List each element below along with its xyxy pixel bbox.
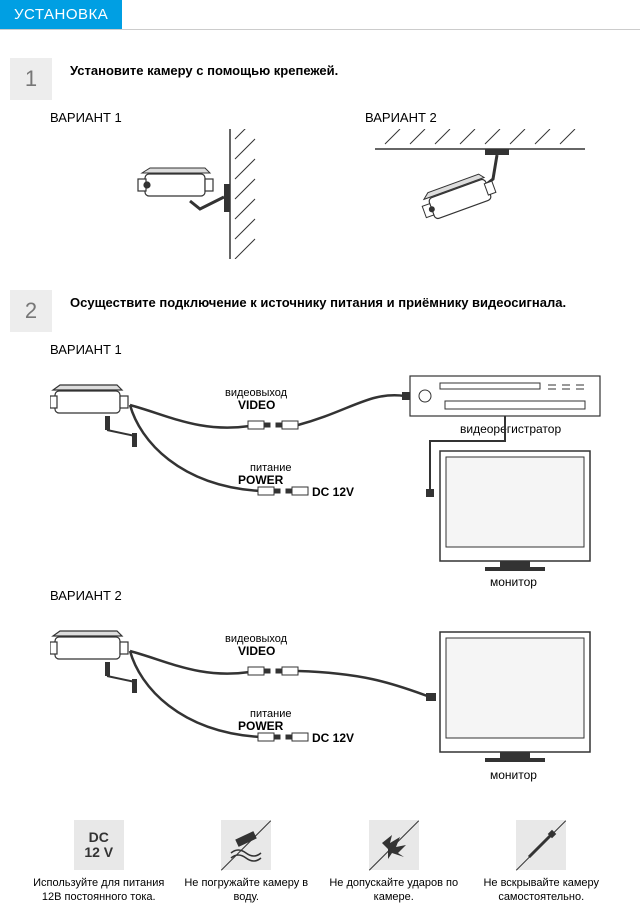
variant-1-wall: ВАРИАНТ 1 — [50, 110, 325, 262]
warning-2-text: Не погружайте камеру в воду. — [178, 876, 316, 905]
power-label: POWER — [238, 473, 284, 487]
variant-1-label: ВАРИАНТ 1 — [50, 110, 325, 125]
step-1-text: Установите камеру с помощью крепежей. — [70, 58, 338, 80]
water-icon — [221, 820, 271, 870]
monitor-label-1: монитор — [490, 575, 537, 589]
conn-variant-1-label: ВАРИАНТ 1 — [50, 342, 640, 357]
connection-variant-1: ВАРИАНТ 1 видеовыход VIDEO питание — [50, 342, 640, 594]
warning-water: Не погружайте камеру в воду. — [178, 820, 316, 905]
warning-4-text: Не вскрывайте камеру самостоятельно. — [473, 876, 611, 905]
step-2: 2 Осуществите подключение к источнику пи… — [10, 290, 640, 332]
dc-line1: DC — [89, 829, 109, 845]
dc-icon: DC 12 V — [74, 820, 124, 870]
screwdriver-icon — [516, 820, 566, 870]
header-title: УСТАНОВКА — [0, 0, 122, 29]
connection-diagram-2: видеовыход VIDEO питание POWER DC 12V мо… — [50, 607, 610, 797]
step-1-variants: ВАРИАНТ 1 — [50, 110, 640, 262]
connection-diagram-1: видеовыход VIDEO питание POWER DC 12V ви… — [50, 361, 610, 591]
step-2-text: Осуществите подключение к источнику пита… — [70, 290, 566, 312]
header-divider — [0, 29, 640, 30]
dvr-label: видеорегистратор — [460, 422, 561, 436]
warning-3-text: Не допускайте ударов по камере. — [325, 876, 463, 905]
svg-text:VIDEO: VIDEO — [238, 644, 275, 658]
warning-impact: Не допускайте ударов по камере. — [325, 820, 463, 905]
video-label: VIDEO — [238, 398, 275, 412]
variant-2-ceiling: ВАРИАНТ 2 — [365, 110, 640, 262]
dc12v-label: DC 12V — [312, 485, 354, 499]
svg-text:POWER: POWER — [238, 719, 284, 733]
page-header: УСТАНОВКА — [0, 0, 640, 30]
monitor-label-2: монитор — [490, 768, 537, 782]
warning-open: Не вскрывайте камеру самостоятельно. — [473, 820, 611, 905]
warnings-row: DC 12 V Используйте для питания 12В пост… — [30, 820, 610, 905]
step-1: 1 Установите камеру с помощью крепежей. — [10, 58, 640, 100]
connection-variant-2: ВАРИАНТ 2 видеовыход VIDEO питание — [50, 588, 640, 800]
step-1-number: 1 — [10, 58, 52, 100]
warning-dc12v: DC 12 V Используйте для питания 12В пост… — [30, 820, 168, 905]
variant-2-label: ВАРИАНТ 2 — [365, 110, 640, 125]
wall-mount-diagram — [50, 129, 280, 259]
step-2-number: 2 — [10, 290, 52, 332]
dc-line2: 12 V — [84, 844, 113, 860]
impact-icon — [369, 820, 419, 870]
ceiling-mount-diagram — [365, 129, 595, 259]
svg-text:DC 12V: DC 12V — [312, 731, 354, 745]
warning-1-text: Используйте для питания 12В постоянного … — [30, 876, 168, 905]
